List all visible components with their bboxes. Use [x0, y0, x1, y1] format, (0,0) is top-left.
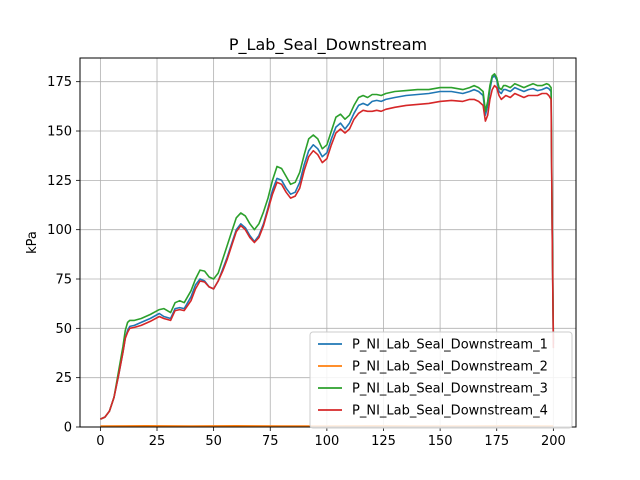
y-tick-label: 0	[64, 421, 72, 436]
x-tick-label: 0	[96, 434, 104, 449]
y-tick-label: 100	[47, 223, 72, 238]
x-tick-label: 150	[428, 434, 453, 449]
y-tick-label: 25	[55, 371, 72, 386]
legend-label: P_NI_Lab_Seal_Downstream_3	[352, 382, 548, 397]
legend: P_NI_Lab_Seal_Downstream_1 P_NI_Lab_Seal_…	[309, 331, 573, 429]
series-line-3	[100, 73, 555, 420]
axis-ticks: 0 25 50 75 100 125 150 175 200 0 25 50 75 100 125 150 17…	[47, 75, 566, 449]
x-tick-label: 75	[262, 434, 279, 449]
chart-title: P_Lab_Seal_Downstream	[229, 35, 427, 55]
legend-label: P_NI_Lab_Seal_Downstream_2	[352, 360, 548, 375]
x-tick-label: 50	[205, 434, 222, 449]
y-axis-label: kPa	[25, 231, 40, 254]
x-tick-label: 100	[314, 434, 339, 449]
series-line-4	[100, 84, 555, 420]
x-tick-label: 25	[149, 434, 166, 449]
series-line-1	[100, 75, 555, 420]
y-tick-label: 175	[47, 75, 72, 90]
legend-label: P_NI_Lab_Seal_Downstream_1	[352, 338, 548, 353]
x-tick-label: 175	[484, 434, 509, 449]
legend-box	[309, 331, 573, 429]
legend-label: P_NI_Lab_Seal_Downstream_4	[352, 404, 548, 419]
y-tick-label: 75	[55, 273, 72, 288]
x-tick-label: 125	[371, 434, 396, 449]
y-tick-label: 150	[47, 125, 72, 140]
y-tick-label: 125	[47, 174, 72, 189]
x-tick-label: 200	[541, 434, 566, 449]
y-tick-label: 50	[55, 322, 72, 337]
